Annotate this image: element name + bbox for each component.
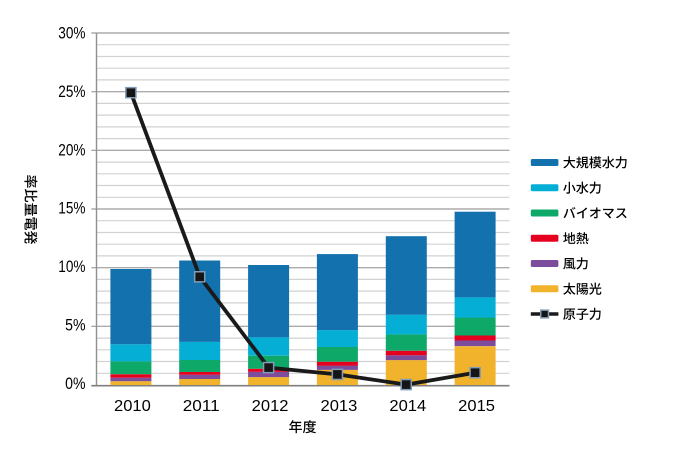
svg-text:2010: 2010 <box>114 398 151 415</box>
svg-text:5%: 5% <box>65 317 85 335</box>
svg-text:2011: 2011 <box>183 398 220 415</box>
svg-text:15%: 15% <box>58 200 85 218</box>
svg-text:30%: 30% <box>58 25 85 43</box>
svg-text:2013: 2013 <box>321 398 358 415</box>
svg-text:2014: 2014 <box>389 398 426 415</box>
svg-text:10%: 10% <box>58 258 85 276</box>
svg-text:2015: 2015 <box>458 398 495 415</box>
svg-text:0%: 0% <box>65 375 85 393</box>
svg-text:2012: 2012 <box>252 398 289 415</box>
svg-text:25%: 25% <box>58 83 85 101</box>
svg-text:20%: 20% <box>58 141 85 159</box>
